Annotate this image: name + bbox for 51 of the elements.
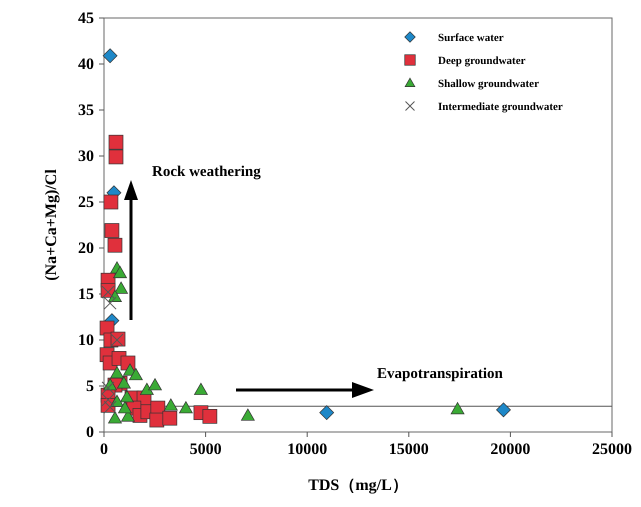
point [102,48,118,64]
legend-label: Deep groundwater [438,55,526,67]
point [104,223,120,238]
point [118,401,132,414]
y-tick-label: 5 [86,378,94,395]
point [117,376,131,388]
point [104,194,118,210]
y-axis-title: (Na+Ca+Mg)/Cl [43,168,60,281]
y-tick-label: 0 [86,424,94,441]
point [108,238,122,253]
x-tick-label: 15000 [388,441,429,458]
point [164,398,178,411]
point [114,282,128,294]
point [108,150,124,164]
x-tick-label: 5000 [190,441,222,458]
point [129,368,143,380]
point [194,382,208,395]
y-tick-label: 15 [78,286,94,303]
point [108,411,122,424]
y-tick-label: 25 [78,194,94,211]
point [319,405,334,420]
annotation: Evapotranspiration [377,366,504,382]
x-tick-label: 10000 [287,441,328,458]
x-tick-label: 20000 [490,441,530,458]
point [104,400,117,414]
x-tick-label: 0 [100,441,108,458]
legend-label: Intermediate groundwater [438,101,563,113]
x-tick-label: 25000 [592,441,632,458]
point [140,382,154,395]
y-tick-label: 20 [78,240,94,257]
legend-label: Shallow groundwater [438,78,540,90]
point [110,366,124,378]
point [120,390,134,402]
x-axis-title: TDS（mg/L） [308,477,408,494]
y-tick-label: 10 [78,332,94,349]
point [162,410,178,426]
point [113,266,127,278]
y-tick-label: 45 [78,10,94,27]
y-tick-label: 30 [78,148,94,165]
point [108,134,124,150]
annotation: Rock weathering [152,164,262,180]
point [241,408,255,421]
legend-label: Surface water [438,32,504,44]
y-tick-label: 35 [78,102,94,119]
y-tick-label: 40 [78,56,94,73]
point [450,402,464,414]
point [148,378,162,390]
point [179,401,193,414]
point [202,409,218,424]
point [496,402,511,418]
point [149,412,164,428]
